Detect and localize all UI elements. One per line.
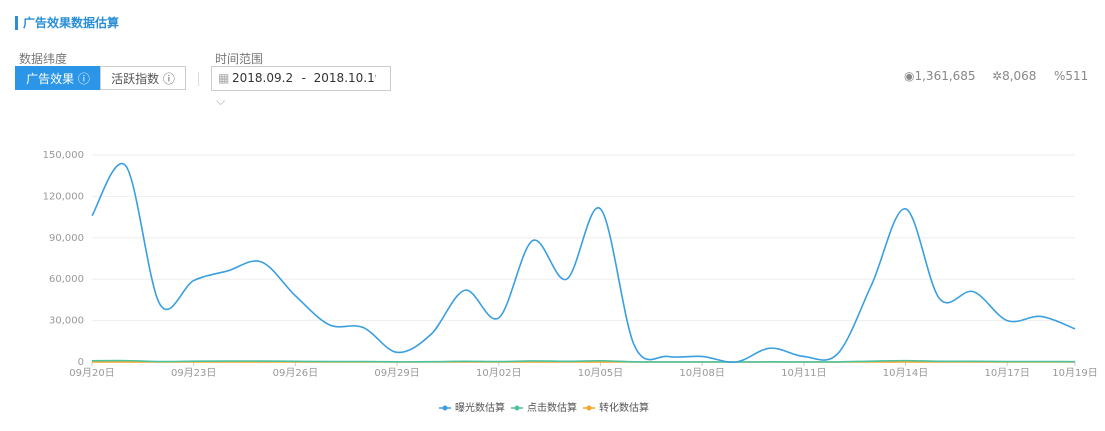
y-tick-label: 30,000 [49, 316, 84, 327]
x-tick-label: 10月05日 [578, 367, 623, 379]
date-start: 2018.09.20 [232, 71, 294, 85]
x-tick-label: 10月14日 [883, 367, 928, 379]
tab[interactable]: 活跃指数 ⓘ [100, 66, 186, 90]
stat-value: 8,068 [1002, 69, 1037, 83]
date-separator: - [301, 71, 306, 85]
date-range[interactable]: ▦ 2018.09.20 - 2018.10.19 ⌵ [211, 66, 391, 108]
stat-clicks: ✲8,068 [992, 69, 1037, 83]
x-tick-label: 09月29日 [374, 367, 419, 379]
stat-value: 511 [1065, 69, 1089, 83]
y-tick-label: 120,000 [43, 191, 84, 202]
divider [198, 72, 199, 86]
tab[interactable]: 广告效果 ⓘ [15, 66, 101, 90]
calendar-icon: ▦ [218, 71, 230, 85]
legend-label: 点击数估算 [527, 401, 577, 414]
date-end: 2018.10.19 [313, 71, 376, 85]
y-tick-label: 0 [78, 357, 84, 368]
x-tick-label: 09月20日 [69, 367, 114, 379]
x-tick-label: 10月17日 [984, 367, 1029, 379]
stat-impressions: ◉1,361,685 [904, 69, 976, 83]
dimension-label: 数据纬度 [19, 52, 68, 66]
data-line [91, 162, 1076, 363]
stat-value: 1,361,685 [914, 69, 976, 83]
tab-text: 活跃指数 [111, 72, 160, 86]
section-title: 广告效果数据估算 [15, 16, 119, 30]
legend-marker [442, 405, 448, 411]
stat-conversions: %511 [1054, 69, 1089, 83]
x-tick-label: 09月26日 [273, 367, 318, 379]
time-label: 时间范围 [215, 52, 264, 66]
x-tick-label: 09月23日 [171, 367, 216, 379]
x-tick-label: 10月08日 [679, 367, 724, 379]
legend-marker [586, 405, 592, 411]
legend-marker [514, 405, 520, 411]
data-line [91, 359, 1076, 363]
tab-text: 广告效果 [26, 72, 75, 86]
x-tick-label: 10月19日 [1052, 367, 1097, 379]
y-tick-label: 60,000 [49, 274, 84, 285]
legend-label: 转化数估算 [599, 401, 649, 414]
dropdown-arrow: ⌵ [216, 94, 226, 108]
y-tick-label: 150,000 [43, 150, 84, 161]
legend-label: 曝光数估算 [455, 401, 505, 414]
y-tick-label: 90,000 [49, 233, 84, 244]
x-tick-label: 10月02日 [476, 367, 521, 379]
x-tick-label: 10月11日 [781, 367, 826, 379]
